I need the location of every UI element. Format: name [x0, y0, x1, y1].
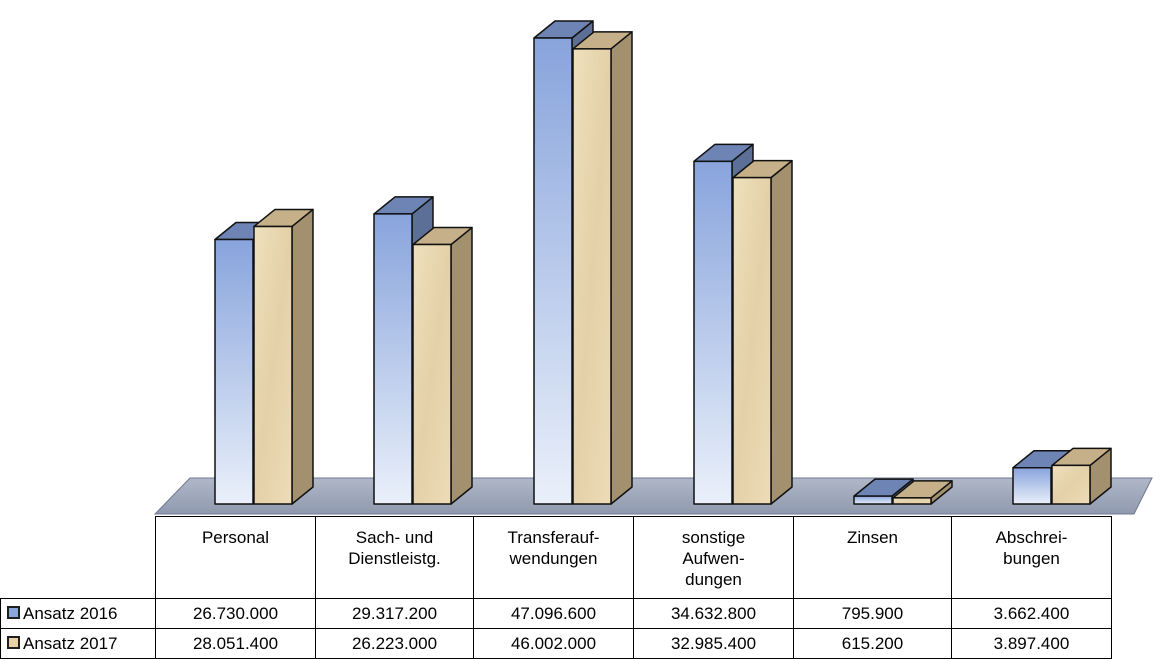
bar-front — [693, 160, 733, 505]
legend-entry-2017: Ansatz 2017 — [0, 628, 156, 659]
table-corner — [0, 516, 156, 599]
bar-front — [412, 243, 452, 505]
data-table: Personal Sach- und Dienstleistg. Transfe… — [0, 516, 1112, 659]
bar — [892, 480, 953, 505]
bar-front — [892, 497, 932, 505]
legend-swatch-2017 — [7, 636, 20, 649]
data-label: 32.985.400 — [633, 628, 794, 659]
category-label: sonstige Aufwen- dungen — [633, 516, 794, 599]
bar-side — [450, 226, 473, 505]
data-label: 26.730.000 — [155, 598, 316, 629]
bar-front — [253, 225, 293, 505]
bar-side — [610, 31, 633, 505]
bar — [572, 31, 633, 505]
bar-front — [572, 48, 612, 505]
data-label: 47.096.600 — [473, 598, 634, 629]
data-label: 615.200 — [793, 628, 952, 659]
category-label: Abschrei- bungen — [951, 516, 1112, 599]
data-label: 46.002.000 — [473, 628, 634, 659]
bar-front — [373, 213, 413, 505]
bar-front — [1012, 467, 1052, 505]
data-label: 34.632.800 — [633, 598, 794, 629]
bar-front — [1051, 464, 1091, 505]
series-row-2017: Ansatz 2017 28.051.400 26.223.000 46.002… — [0, 628, 1112, 659]
bar — [253, 208, 314, 505]
legend-swatch-2016 — [7, 606, 20, 619]
category-label: Personal — [155, 516, 316, 599]
legend-entry-2016: Ansatz 2016 — [0, 598, 156, 629]
chart-area — [153, 20, 1153, 515]
category-label: Transferauf- wendungen — [473, 516, 634, 599]
data-label: 29.317.200 — [315, 598, 474, 629]
bar-side — [770, 159, 793, 505]
data-label: 28.051.400 — [155, 628, 316, 659]
bar-front — [732, 176, 772, 505]
data-label: 3.897.400 — [951, 628, 1112, 659]
data-label: 26.223.000 — [315, 628, 474, 659]
bar — [1051, 447, 1112, 505]
category-header-row: Personal Sach- und Dienstleistg. Transfe… — [0, 516, 1112, 599]
data-label: 3.662.400 — [951, 598, 1112, 629]
bar-side — [291, 208, 314, 505]
series-row-2016: Ansatz 2016 26.730.000 29.317.200 47.096… — [0, 598, 1112, 629]
category-label: Zinsen — [793, 516, 952, 599]
bar-front — [853, 495, 893, 505]
bar — [732, 159, 793, 505]
bar-front — [214, 238, 254, 505]
bar-front — [533, 37, 573, 505]
category-label: Sach- und Dienstleistg. — [315, 516, 474, 599]
bar — [412, 226, 473, 505]
data-label: 795.900 — [793, 598, 952, 629]
